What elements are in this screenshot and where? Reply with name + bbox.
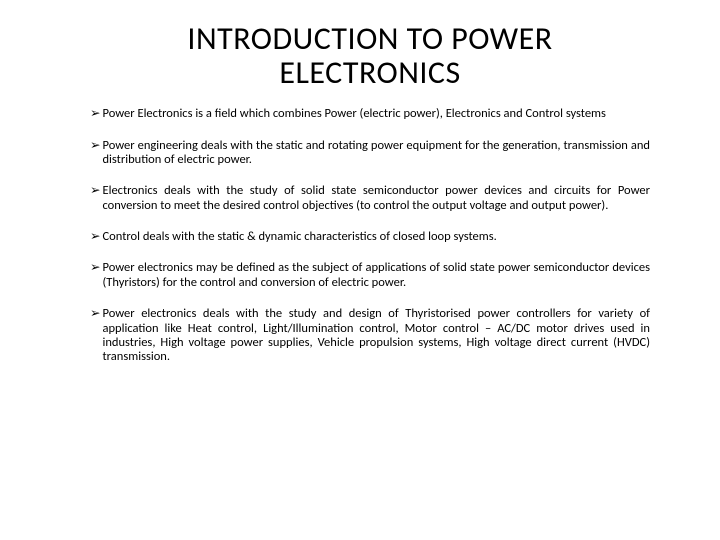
title-line-2: ELECTRONICS bbox=[279, 53, 460, 92]
bullet-item: ➢ Power engineering deals with the stati… bbox=[90, 139, 650, 168]
bullet-item: ➢ Power electronics deals with the study… bbox=[90, 307, 650, 365]
bullet-marker-icon: ➢ bbox=[90, 184, 100, 213]
bullet-text: Power engineering deals with the static … bbox=[102, 139, 650, 168]
slide-container: INTRODUCTION TO POWER ELECTRONICS ➢ Powe… bbox=[0, 0, 720, 540]
bullet-item: ➢ Control deals with the static & dynami… bbox=[90, 230, 650, 244]
bullet-marker-icon: ➢ bbox=[90, 307, 100, 365]
bullet-item: ➢ Power electronics may be defined as th… bbox=[90, 261, 650, 290]
bullet-list: ➢ Power Electronics is a field which com… bbox=[90, 107, 650, 365]
bullet-text: Electronics deals with the study of soli… bbox=[102, 184, 650, 213]
bullet-text: Power electronics deals with the study a… bbox=[102, 307, 650, 365]
bullet-marker-icon: ➢ bbox=[90, 230, 100, 244]
bullet-item: ➢ Electronics deals with the study of so… bbox=[90, 184, 650, 213]
bullet-marker-icon: ➢ bbox=[90, 139, 100, 168]
bullet-text: Power Electronics is a field which combi… bbox=[102, 107, 650, 121]
slide-title: INTRODUCTION TO POWER ELECTRONICS bbox=[90, 22, 650, 89]
bullet-marker-icon: ➢ bbox=[90, 107, 100, 121]
bullet-marker-icon: ➢ bbox=[90, 261, 100, 290]
bullet-item: ➢ Power Electronics is a field which com… bbox=[90, 107, 650, 121]
bullet-text: Power electronics may be defined as the … bbox=[102, 261, 650, 290]
bullet-text: Control deals with the static & dynamic … bbox=[102, 230, 650, 244]
